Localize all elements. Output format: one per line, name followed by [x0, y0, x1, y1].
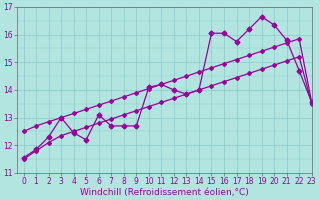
X-axis label: Windchill (Refroidissement éolien,°C): Windchill (Refroidissement éolien,°C) — [80, 188, 249, 197]
